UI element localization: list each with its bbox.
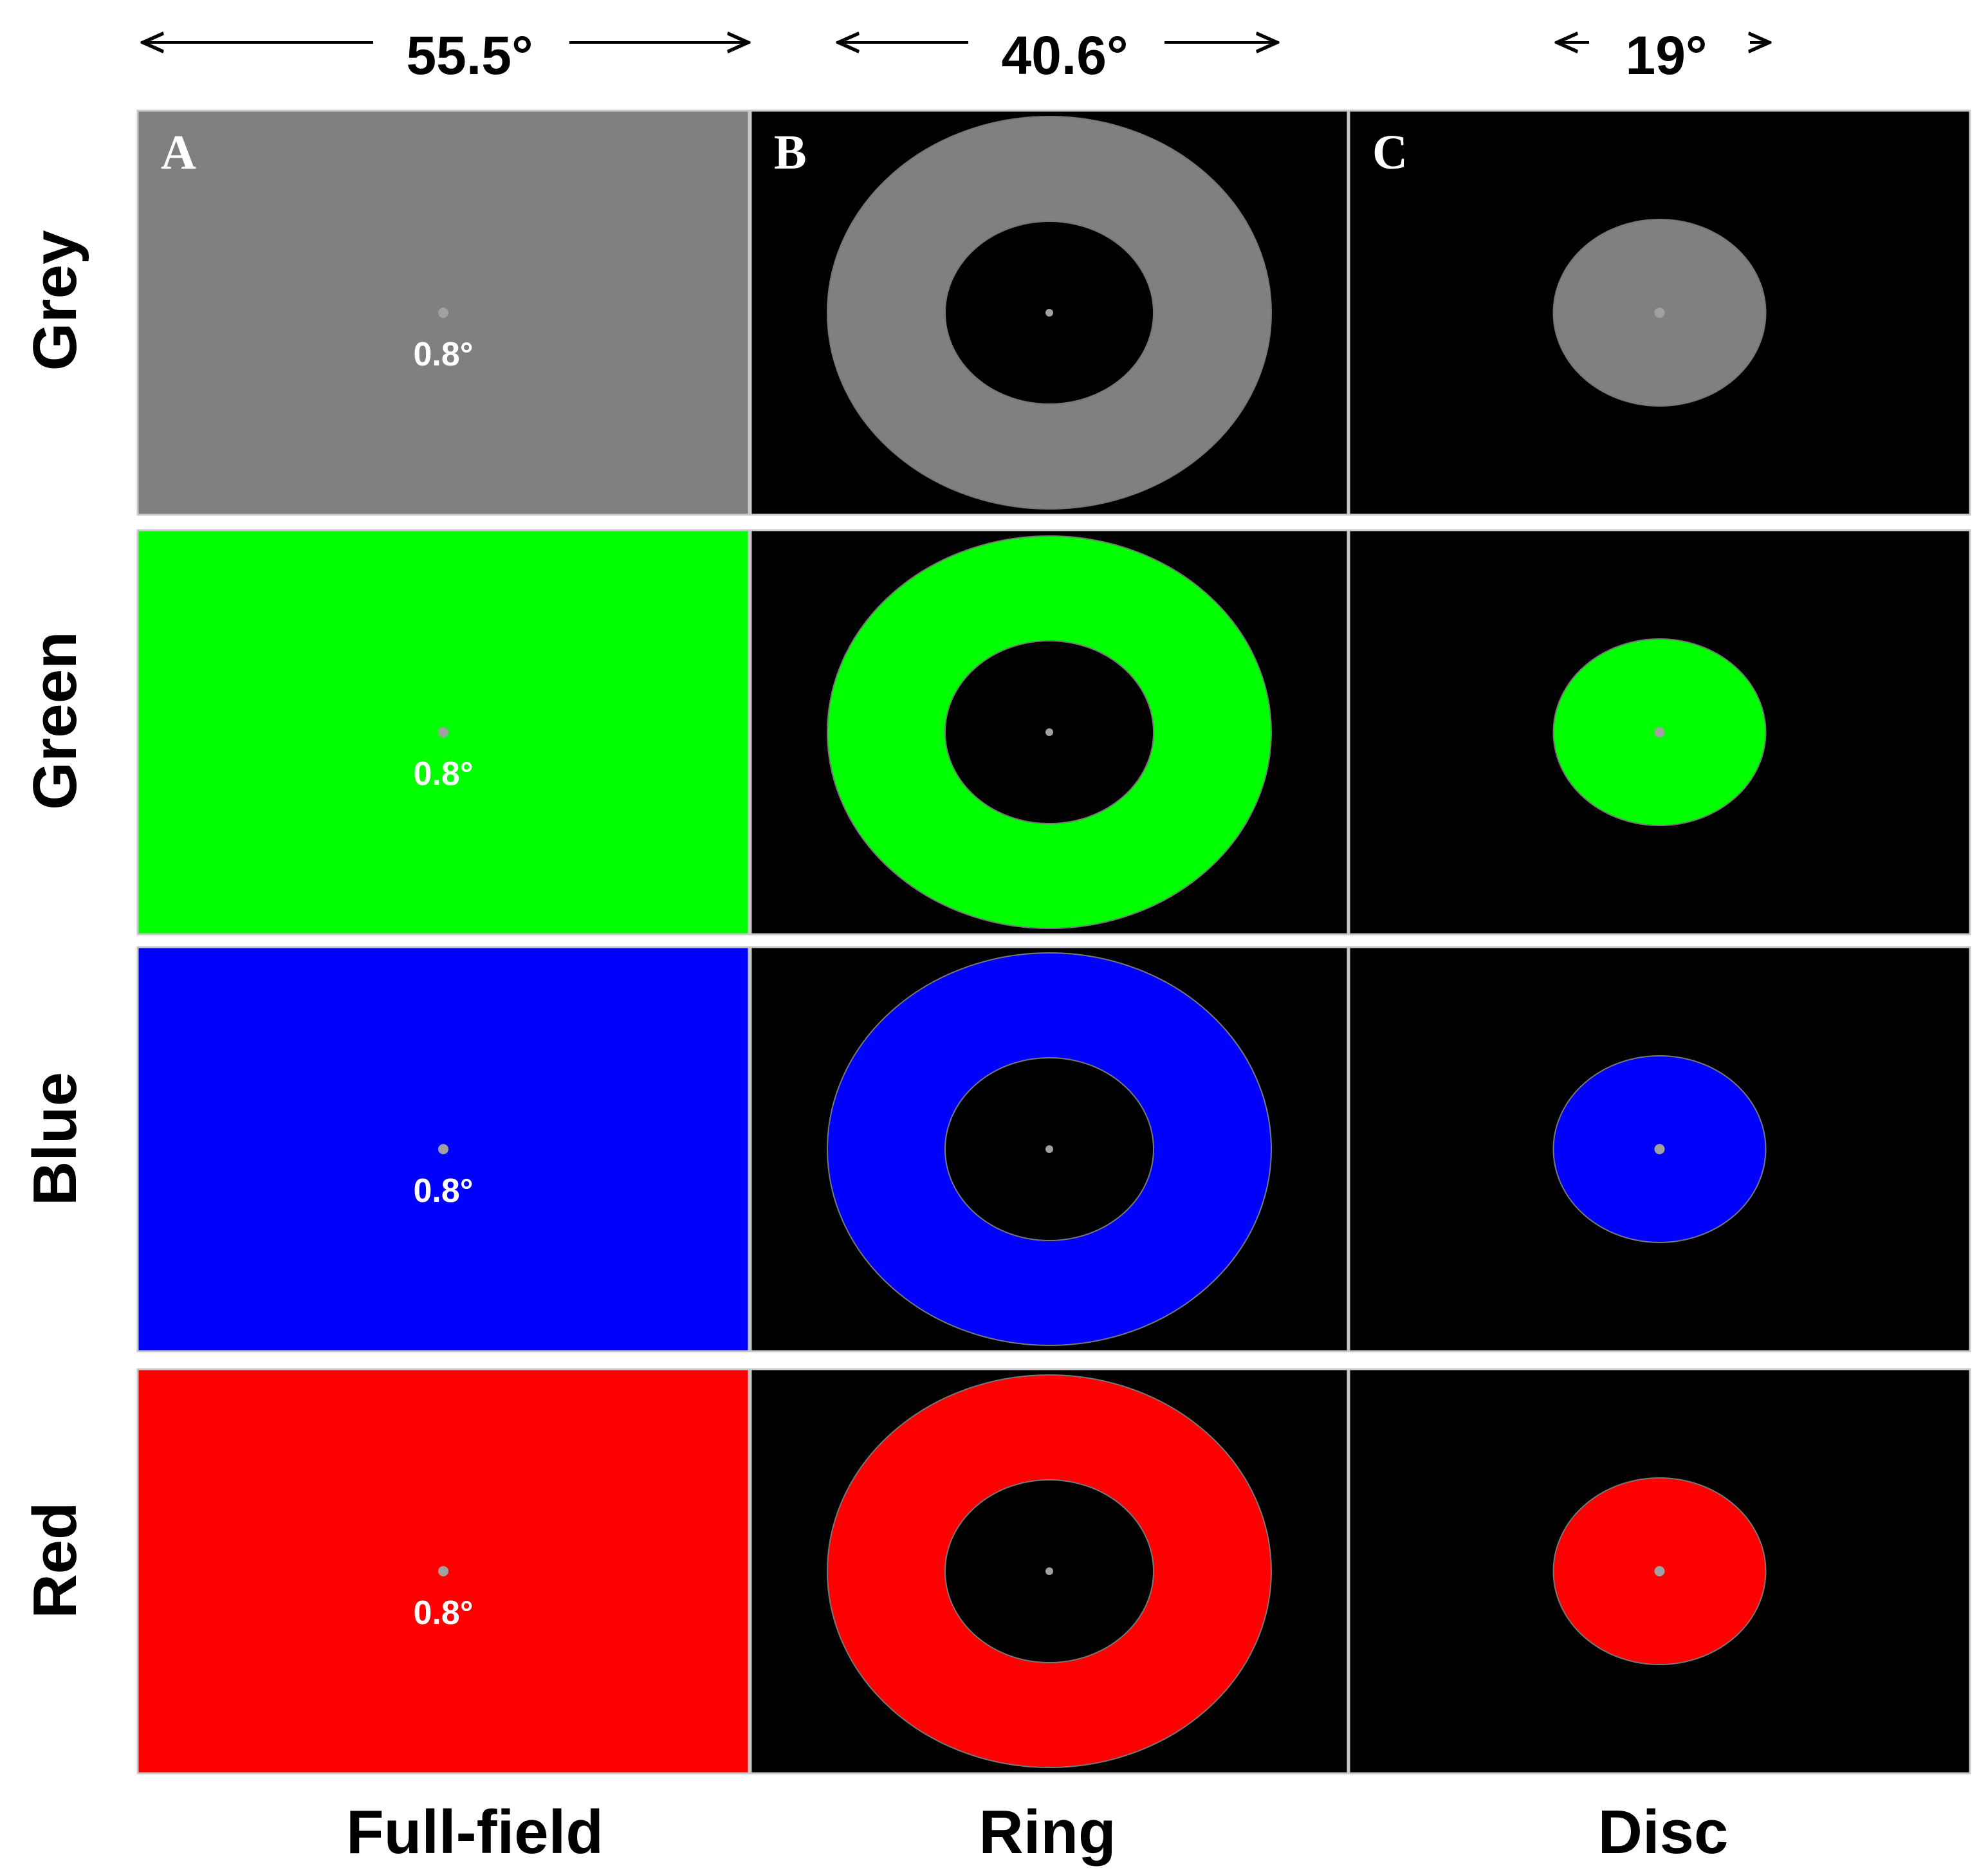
- panel-disc-green: [1348, 529, 1971, 936]
- column-label-disc: Disc: [1598, 1798, 1729, 1867]
- panel-disc-blue: [1348, 946, 1971, 1352]
- panel-ring-red: [750, 1368, 1349, 1775]
- fixation-dot: [1045, 309, 1053, 317]
- fixation-size-label: 0.8°: [413, 1594, 473, 1632]
- panel-ring-blue: [750, 946, 1349, 1352]
- stimulus-row-grey: 0.8° A B C: [136, 109, 1971, 516]
- panel-ring-green: [750, 529, 1349, 936]
- fixation-dot: [1045, 1567, 1053, 1575]
- fixation-dot: [438, 308, 448, 318]
- dimension-ring: 40.6°: [838, 25, 1277, 86]
- dimension-label: 19°: [1625, 25, 1707, 86]
- panel-ring-grey: B: [750, 109, 1349, 516]
- fixation-dot: [1654, 1144, 1665, 1154]
- stimulus-grid: 0.8° A B C 0.8° 0.8° 0.8°: [136, 109, 1971, 1775]
- row-label-red: Red: [21, 1502, 89, 1618]
- dimension-label: 55.5°: [406, 25, 533, 86]
- panel-full-field-red: 0.8°: [136, 1368, 750, 1775]
- fixation-dot: [1045, 1145, 1053, 1153]
- stimulus-row-green: 0.8°: [136, 529, 1971, 936]
- panel-full-field-blue: 0.8°: [136, 946, 750, 1352]
- column-label-ring: Ring: [979, 1798, 1116, 1867]
- fixation-size-label: 0.8°: [413, 755, 473, 793]
- dimension-disc: 19°: [1557, 25, 1769, 86]
- panel-background: [1348, 529, 1971, 936]
- stimulus-row-red: 0.8°: [136, 1368, 1971, 1775]
- panel-background: [1348, 109, 1971, 516]
- panel-letter-a: A: [161, 125, 196, 180]
- fixation-dot: [1654, 727, 1665, 737]
- row-label-blue: Blue: [21, 1072, 89, 1206]
- column-label-full-field: Full-field: [346, 1798, 603, 1867]
- fixation-size-label: 0.8°: [413, 336, 473, 373]
- panel-letter-c: C: [1372, 125, 1408, 180]
- stimulus-row-blue: 0.8°: [136, 946, 1971, 1352]
- fixation-dot: [1045, 728, 1053, 736]
- panel-full-field-grey: 0.8° A: [136, 109, 750, 516]
- panel-letter-b: B: [774, 125, 807, 180]
- panel-disc-grey: C: [1348, 109, 1971, 516]
- dimension-full-field: 55.5°: [143, 25, 748, 86]
- fixation-size-label: 0.8°: [413, 1172, 473, 1210]
- panel-disc-red: [1348, 1368, 1971, 1775]
- panel-full-field-green: 0.8°: [136, 529, 750, 936]
- row-label-green: Green: [21, 631, 89, 809]
- fixation-dot: [438, 1566, 448, 1576]
- fixation-dot: [438, 1144, 448, 1154]
- row-label-grey: Grey: [21, 230, 89, 371]
- fixation-dot: [438, 727, 448, 737]
- fixation-dot: [1654, 308, 1665, 318]
- dimension-label: 40.6°: [1001, 25, 1128, 86]
- fixation-dot: [1654, 1566, 1665, 1576]
